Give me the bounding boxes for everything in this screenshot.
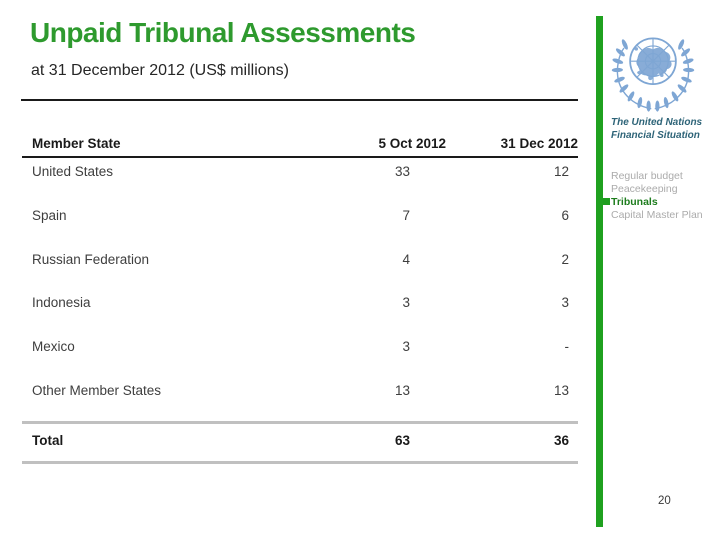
oct-value-cell: 33 xyxy=(394,164,410,179)
sidebar-accent-bar xyxy=(596,16,603,527)
oct-value-cell: 7 xyxy=(402,207,410,223)
sidebar-title: The United Nations Financial Situation xyxy=(611,117,715,142)
unpaid-assessments-table: Member State 5 Oct 2012 31 Dec 2012 Unit… xyxy=(22,130,578,464)
table-header-row: Member State 5 Oct 2012 31 Dec 2012 xyxy=(22,130,578,158)
total-dec-cell: 36 xyxy=(553,432,569,448)
column-header-31-dec-2012: 31 Dec 2012 xyxy=(500,136,578,151)
sidebar-item-regular-budget[interactable]: Regular budget xyxy=(611,170,683,182)
dec-value-cell: - xyxy=(564,339,570,355)
table-row: Russian Federation 4 2 xyxy=(22,246,578,290)
table-total-row: Total 63 36 xyxy=(22,424,578,461)
table-row: Indonesia 3 3 xyxy=(22,289,578,333)
sidebar-menu: Regular budget Peacekeeping Tribunals Ca… xyxy=(603,170,717,222)
table-row: Spain 7 6 xyxy=(22,202,578,246)
total-divider-top xyxy=(22,420,578,424)
oct-value-cell: 3 xyxy=(402,295,410,311)
dec-value-cell: 2 xyxy=(561,251,569,267)
member-state-cell: Russian Federation xyxy=(32,251,150,267)
column-header-member-state: Member State xyxy=(32,136,121,151)
oct-value-cell: 13 xyxy=(394,382,410,398)
member-state-cell: Mexico xyxy=(32,339,75,355)
dec-value-cell: 3 xyxy=(561,295,569,311)
table-row: Other Member States 13 13 xyxy=(22,377,578,421)
sidebar-item-peacekeeping[interactable]: Peacekeeping xyxy=(611,182,678,195)
dec-value-cell: 6 xyxy=(561,207,569,223)
page-number: 20 xyxy=(658,495,671,507)
title-divider xyxy=(21,99,578,101)
total-divider-bottom xyxy=(22,460,578,464)
member-state-cell: Other Member States xyxy=(32,382,162,398)
total-label-cell: Total xyxy=(32,432,64,448)
member-state-cell: Spain xyxy=(32,207,67,223)
dec-value-cell: 13 xyxy=(553,382,569,398)
oct-value-cell: 4 xyxy=(402,251,410,267)
tribunals-bullet-icon xyxy=(603,197,610,205)
page-title: Unpaid Tribunal Assessments xyxy=(30,17,416,48)
total-oct-cell: 63 xyxy=(394,432,410,448)
column-header-5-oct-2012: 5 Oct 2012 xyxy=(378,136,446,151)
page-subtitle: at 31 December 2012 (US$ millions) xyxy=(31,62,289,79)
table-row: Mexico 3 - xyxy=(22,333,578,377)
sidebar-title-line1: The United Nations xyxy=(611,117,703,128)
sidebar-item-tribunals-label: Tribunals xyxy=(611,195,658,208)
sidebar-item-tribunals[interactable]: Tribunals xyxy=(603,195,717,209)
member-state-cell: United States xyxy=(32,164,114,179)
sidebar-title-line2: Financial Situation xyxy=(611,129,700,141)
sidebar-item-capital-master-plan[interactable]: Capital Master Plan xyxy=(611,208,703,221)
olive-branch-right xyxy=(654,39,695,112)
olive-branch-left xyxy=(611,39,652,112)
un-emblem-icon xyxy=(611,37,695,112)
dec-value-cell: 12 xyxy=(553,164,569,179)
table-row: United States 33 12 xyxy=(22,158,578,202)
oct-value-cell: 3 xyxy=(402,339,410,355)
member-state-cell: Indonesia xyxy=(32,295,91,311)
